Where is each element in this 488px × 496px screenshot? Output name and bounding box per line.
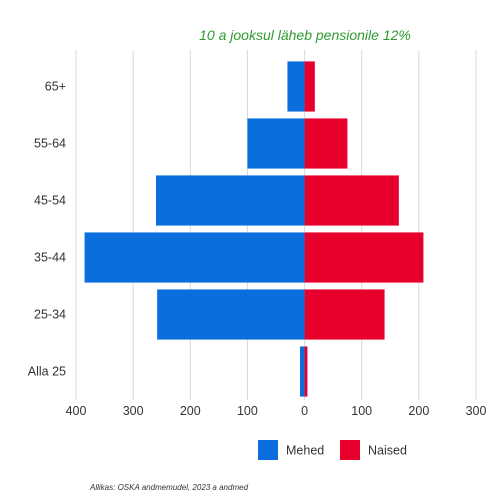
bar-mehed-35-44 [84, 232, 305, 283]
y-tick-label: 65+ [45, 80, 66, 94]
x-tick-label: 100 [351, 404, 372, 418]
legend-swatch-mehed [258, 440, 278, 460]
x-tick-label: 200 [408, 404, 429, 418]
x-tick-label: 300 [466, 404, 487, 418]
bar-naised-65- [304, 61, 315, 112]
chart-annotation: 10 a jooksul läheb pensionile 12% [199, 27, 411, 43]
source-note: Allikas: OSKA andmemudel, 2023 a andmed [89, 483, 249, 492]
legend: Mehed Naised [258, 440, 407, 460]
y-tick-label: Alla 25 [28, 365, 66, 379]
legend-label-mehed: Mehed [286, 444, 324, 458]
legend-swatch-naised [340, 440, 360, 460]
bar-naised-35-44 [304, 232, 424, 283]
x-tick-label: 400 [66, 404, 87, 418]
bar-naised-45-54 [304, 175, 399, 226]
x-tick-label: 100 [237, 404, 258, 418]
bar-mehed-alla-25 [300, 346, 305, 397]
legend-label-naised: Naised [368, 444, 407, 458]
y-tick-label: 25-34 [34, 308, 66, 322]
y-axis-labels: 65+ 55-64 45-54 35-44 25-34 Alla 25 [28, 80, 66, 379]
x-axis-labels: 400 300 200 100 0 100 200 300 [66, 404, 487, 418]
y-tick-label: 35-44 [34, 251, 66, 265]
bar-naised-55-64 [304, 118, 348, 169]
y-tick-label: 45-54 [34, 194, 66, 208]
x-tick-label: 0 [301, 404, 308, 418]
bar-mehed-55-64 [247, 118, 305, 169]
bars [84, 61, 424, 397]
bar-naised-25-34 [304, 289, 385, 340]
bar-mehed-65- [287, 61, 305, 112]
x-tick-label: 200 [180, 404, 201, 418]
y-tick-label: 55-64 [34, 137, 66, 151]
bar-naised-alla-25 [304, 346, 308, 397]
bar-mehed-25-34 [157, 289, 305, 340]
x-tick-label: 300 [123, 404, 144, 418]
bar-mehed-45-54 [156, 175, 305, 226]
